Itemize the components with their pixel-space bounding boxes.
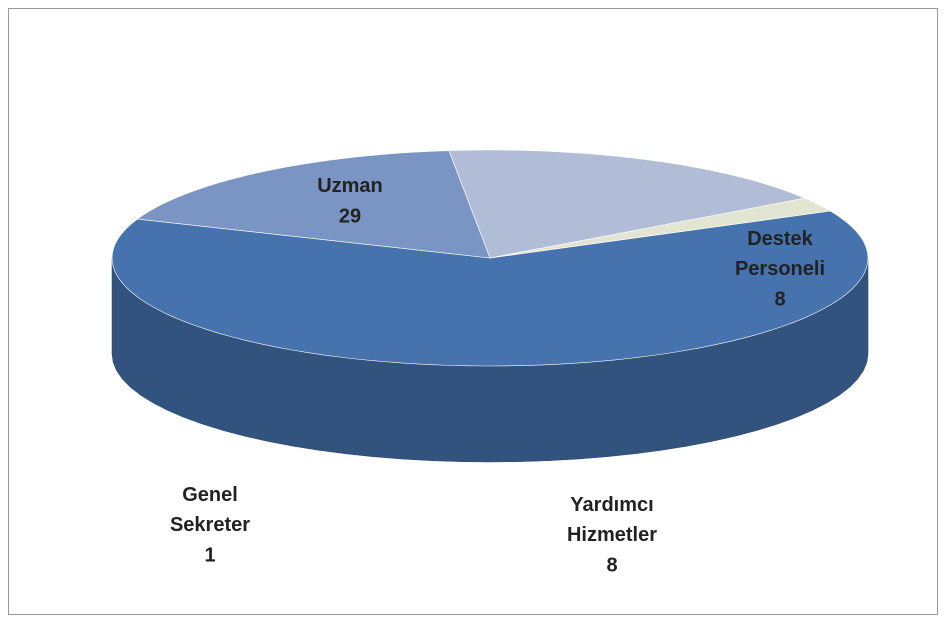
data-label: Uzman [317, 175, 383, 197]
label-line: Genel [182, 484, 238, 506]
value-label: 29 [339, 205, 361, 227]
slice [136, 150, 491, 259]
value-label: 8 [774, 288, 785, 310]
label-line: Yardımcı [570, 494, 653, 516]
slice [111, 210, 869, 367]
label-line: Uzman [317, 175, 383, 197]
label-line: Hizmetler [567, 524, 657, 546]
slice [489, 197, 832, 259]
value-label: 1 [204, 544, 215, 566]
value-label: 8 [606, 554, 617, 576]
data-label: Genel Sekreter [170, 484, 250, 536]
data-label: Yardımcı Hizmetler [567, 494, 657, 546]
label-line: Personeli [735, 258, 825, 280]
label-line: Sekreter [170, 514, 250, 536]
label-line: Destek [747, 228, 813, 250]
slice [448, 149, 806, 259]
data-label: Destek Personeli [735, 228, 825, 280]
